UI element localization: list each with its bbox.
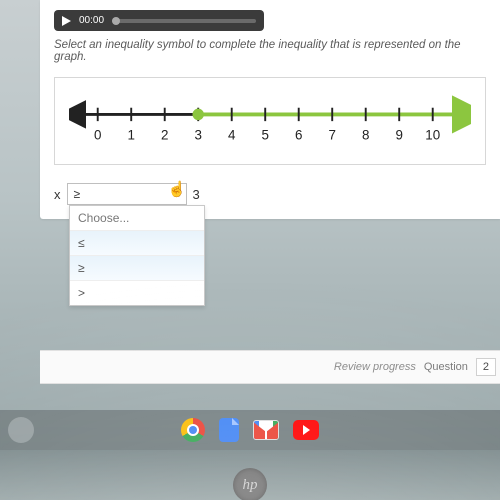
inequality-symbol-select[interactable]: ≥ ▾ ☝️ (67, 183, 187, 205)
dropdown-option-lte[interactable]: ≤ (70, 231, 204, 256)
play-icon[interactable] (62, 16, 71, 26)
number-line-container: 0 1 2 3 4 5 6 7 8 9 10 (54, 77, 486, 165)
audio-player[interactable]: 00:00 (54, 10, 264, 31)
answer-rhs: 3 (193, 187, 200, 202)
answer-lhs: x (54, 187, 61, 202)
progress-footer: Review progress Question 2 (40, 350, 500, 384)
tick-label: 2 (161, 127, 168, 142)
audio-seek-track[interactable] (112, 19, 256, 23)
youtube-icon[interactable] (293, 420, 319, 440)
tick-label: 7 (328, 127, 335, 142)
tick-label: 4 (228, 127, 236, 142)
numberline-threshold-dot (192, 109, 203, 120)
question-label: Question (424, 361, 468, 373)
tick-label: 3 (194, 127, 201, 142)
hp-logo: hp (233, 468, 267, 500)
dropdown-option-placeholder[interactable]: Choose... (70, 206, 204, 231)
number-line-graph: 0 1 2 3 4 5 6 7 8 9 10 (69, 94, 471, 154)
chrome-icon[interactable] (181, 418, 205, 442)
os-taskbar (0, 410, 500, 450)
question-card: 00:00 Select an inequality symbol to com… (40, 0, 500, 219)
tick-label: 6 (295, 127, 302, 142)
chevron-down-icon: ▾ (176, 189, 181, 200)
tick-label: 9 (395, 127, 402, 142)
tick-label: 8 (362, 127, 369, 142)
review-progress-link[interactable]: Review progress (334, 361, 416, 373)
tick-label: 5 (261, 127, 268, 142)
select-current-value: ≥ (74, 187, 81, 201)
question-number-badge[interactable]: 2 (476, 358, 496, 376)
gmail-icon[interactable] (253, 420, 279, 440)
inequality-dropdown-panel: Choose... ≤ ≥ > (69, 205, 205, 306)
docs-icon[interactable] (219, 418, 239, 442)
tick-label: 1 (127, 127, 134, 142)
tick-label: 10 (425, 127, 440, 142)
question-prompt: Select an inequality symbol to complete … (54, 39, 486, 63)
audio-time: 00:00 (79, 15, 104, 26)
taskbar-launcher-icon[interactable] (8, 417, 34, 443)
answer-row: x ≥ ▾ ☝️ 3 Choose... ≤ ≥ > (54, 183, 486, 205)
dropdown-option-gt[interactable]: > (70, 281, 204, 305)
dropdown-option-gte[interactable]: ≥ (70, 256, 204, 281)
tick-label: 0 (94, 127, 101, 142)
